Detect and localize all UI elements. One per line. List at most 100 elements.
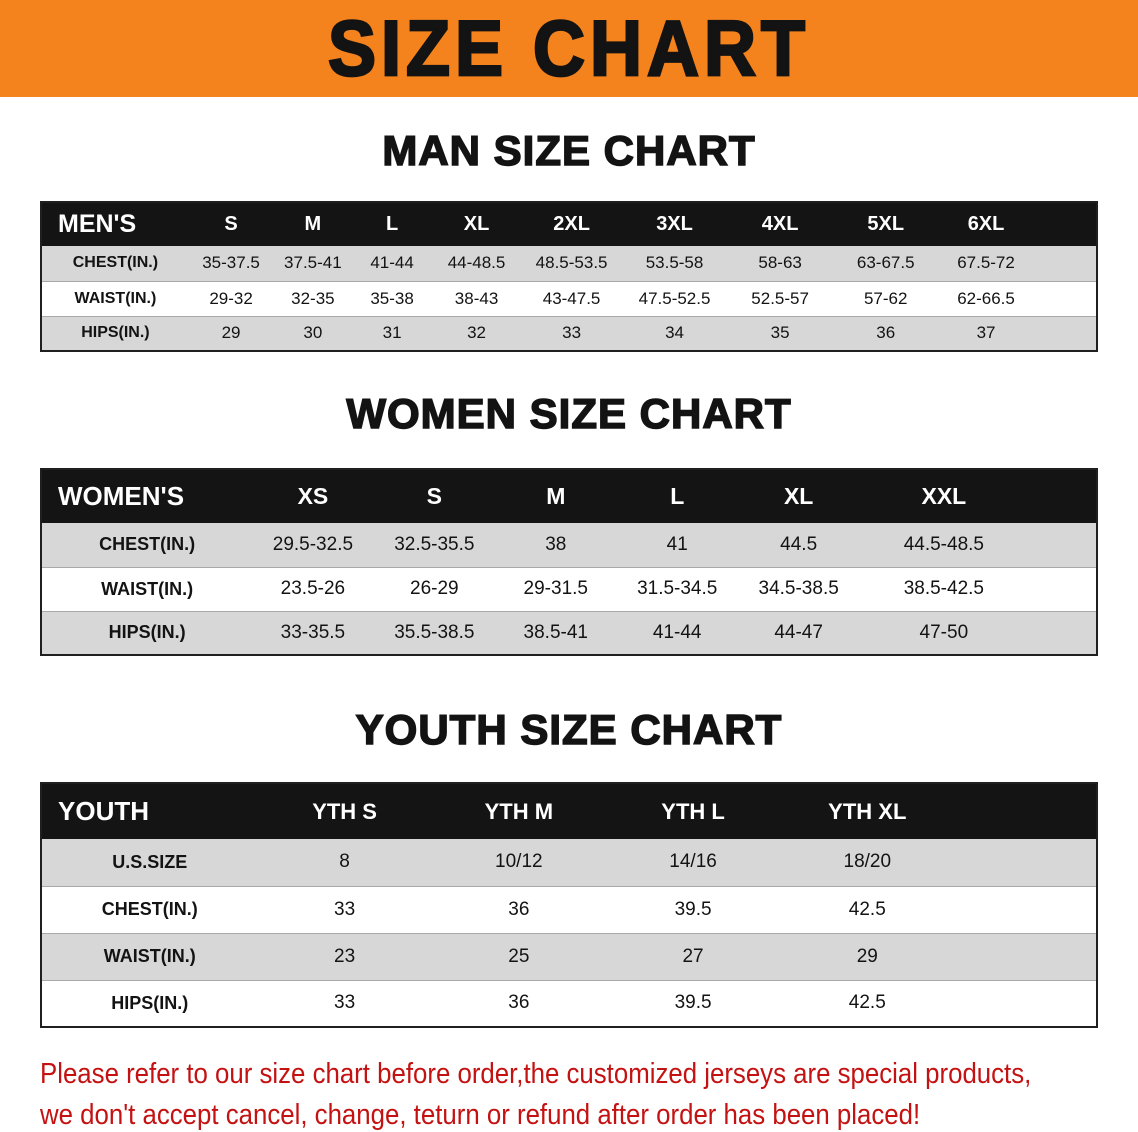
size-cell: 53.5-58 [645,253,704,273]
size-header-cell: S [426,483,443,509]
spacer-cell [1028,611,1097,655]
women-table-title: WOMEN'S [58,481,185,511]
size-header-cell: XXL [921,483,967,509]
spacer-cell [954,783,1097,839]
men-chart-heading: MAN SIZE CHART [382,126,756,175]
size-cell: 18/20 [843,851,892,873]
size-cell: 52.5-57 [751,288,809,308]
size-header-cell: 3XL [656,213,693,235]
size-cell: 27 [682,945,704,967]
row-label-cell: CHEST(IN.) [101,899,198,919]
size-cell: 58-63 [758,253,802,273]
size-cell: 41-44 [652,621,702,643]
row-label-cell: WAIST(IN.) [103,946,196,966]
spacer-cell [1034,246,1097,281]
spacer-cell [954,980,1097,1027]
youth-waist-row: WAIST(IN.) 23 25 27 29 [41,933,1097,980]
size-cell: 63-67.5 [856,253,915,273]
size-chart-banner: SIZE CHART [0,0,1138,97]
size-cell: 23.5-26 [280,578,346,599]
spacer-cell [954,933,1097,980]
row-label-cell: U.S.SIZE [112,851,188,872]
size-cell: 23 [334,945,356,967]
women-hips-row: HIPS(IN.) 33-35.5 35.5-38.5 38.5-41 41-4… [41,611,1097,655]
size-cell: 41 [666,533,688,555]
size-cell: 38 [545,533,567,555]
disclaimer-line-2: we don't accept cancel, change, teturn o… [40,1098,921,1131]
women-header-row: WOMEN'S XS S M L XL XXL [41,469,1097,523]
size-cell: 36 [876,323,896,343]
men-hips-row: HIPS(IN.) 29 30 31 32 33 34 35 36 37 [41,316,1097,351]
spacer-cell [1028,567,1097,611]
size-header-cell: YTH XL [828,798,907,824]
size-cell: 8 [339,851,350,873]
youth-ussize-row: U.S.SIZE 8 10/12 14/16 18/20 [41,839,1097,886]
size-cell: 44-48.5 [447,253,506,273]
men-table-title: MEN'S [58,210,137,238]
size-cell: 38.5-42.5 [903,578,984,599]
size-cell: 62-66.5 [957,288,1015,308]
women-size-table: WOMEN'S XS S M L XL XXL CHEST(IN.) 29.5-… [40,468,1098,656]
size-cell: 34 [665,323,684,343]
size-cell: 35-37.5 [202,253,260,273]
size-cell: 44-47 [774,621,823,643]
women-waist-row: WAIST(IN.) 23.5-26 26-29 29-31.5 31.5-34… [41,567,1097,611]
page-title: SIZE CHART [327,4,810,93]
youth-size-table: YOUTH YTH S YTH M YTH L YTH XL U.S.SIZE … [40,782,1098,1028]
size-header-cell: YTH S [312,798,377,824]
size-cell: 39.5 [674,898,712,920]
spacer-cell [1034,316,1097,351]
size-cell: 42.5 [848,898,886,920]
row-label-cell: HIPS(IN.) [81,324,150,342]
size-header-cell: XL [783,483,814,509]
row-label-cell: HIPS(IN.) [108,622,186,643]
size-cell: 38-43 [454,288,499,308]
size-header-cell: L [385,213,399,235]
size-cell: 37 [976,323,996,343]
men-chest-row: CHEST(IN.) 35-37.5 37.5-41 41-44 44-48.5… [41,246,1097,281]
row-label-cell: WAIST(IN.) [74,289,157,307]
spacer-cell [954,886,1097,933]
size-header-cell: YTH M [484,798,554,824]
size-cell: 43-47.5 [542,288,601,308]
disclaimer-text: Please refer to our size chart before or… [40,1054,1098,1132]
size-cell: 29 [221,323,241,343]
youth-chest-row: CHEST(IN.) 33 36 39.5 42.5 [41,886,1097,933]
size-cell: 38.5-41 [523,621,588,643]
size-cell: 48.5-53.5 [535,253,608,273]
youth-table-title: YOUTH [58,796,149,826]
size-cell: 29.5-32.5 [272,533,354,555]
size-header-cell: XL [463,213,490,235]
size-cell: 10/12 [495,851,543,873]
size-cell: 31.5-34.5 [637,578,718,599]
size-cell: 35-38 [370,288,414,308]
size-cell: 39.5 [674,992,712,1014]
size-cell: 32 [467,323,486,343]
size-header-cell: S [224,213,238,235]
size-cell: 32-35 [291,288,335,308]
size-cell: 29-31.5 [523,578,588,599]
row-label-cell: HIPS(IN.) [111,992,189,1013]
size-cell: 42.5 [848,992,886,1014]
spacer-cell [1034,202,1097,246]
women-chart-heading: WOMEN SIZE CHART [346,389,792,438]
row-label-cell: CHEST(IN.) [72,254,159,272]
size-header-cell: L [670,483,685,509]
size-cell: 47.5-52.5 [638,288,711,308]
size-cell: 25 [508,945,530,967]
size-cell: 31 [382,323,402,343]
size-cell: 57-62 [863,288,908,308]
size-cell: 37.5-41 [284,253,342,273]
size-cell: 33 [334,992,356,1014]
size-cell: 44.5 [780,533,818,555]
size-cell: 41-44 [370,253,414,273]
size-header-cell: M [304,213,322,235]
size-cell: 33 [334,898,356,920]
youth-header-row: YOUTH YTH S YTH M YTH L YTH XL [41,783,1097,839]
row-label-cell: WAIST(IN.) [101,578,194,599]
size-cell: 33-35.5 [280,621,346,643]
spacer-cell [954,839,1097,886]
size-cell: 29-32 [209,288,253,308]
size-cell: 44.5-48.5 [903,533,984,555]
size-cell: 34.5-38.5 [758,578,839,599]
